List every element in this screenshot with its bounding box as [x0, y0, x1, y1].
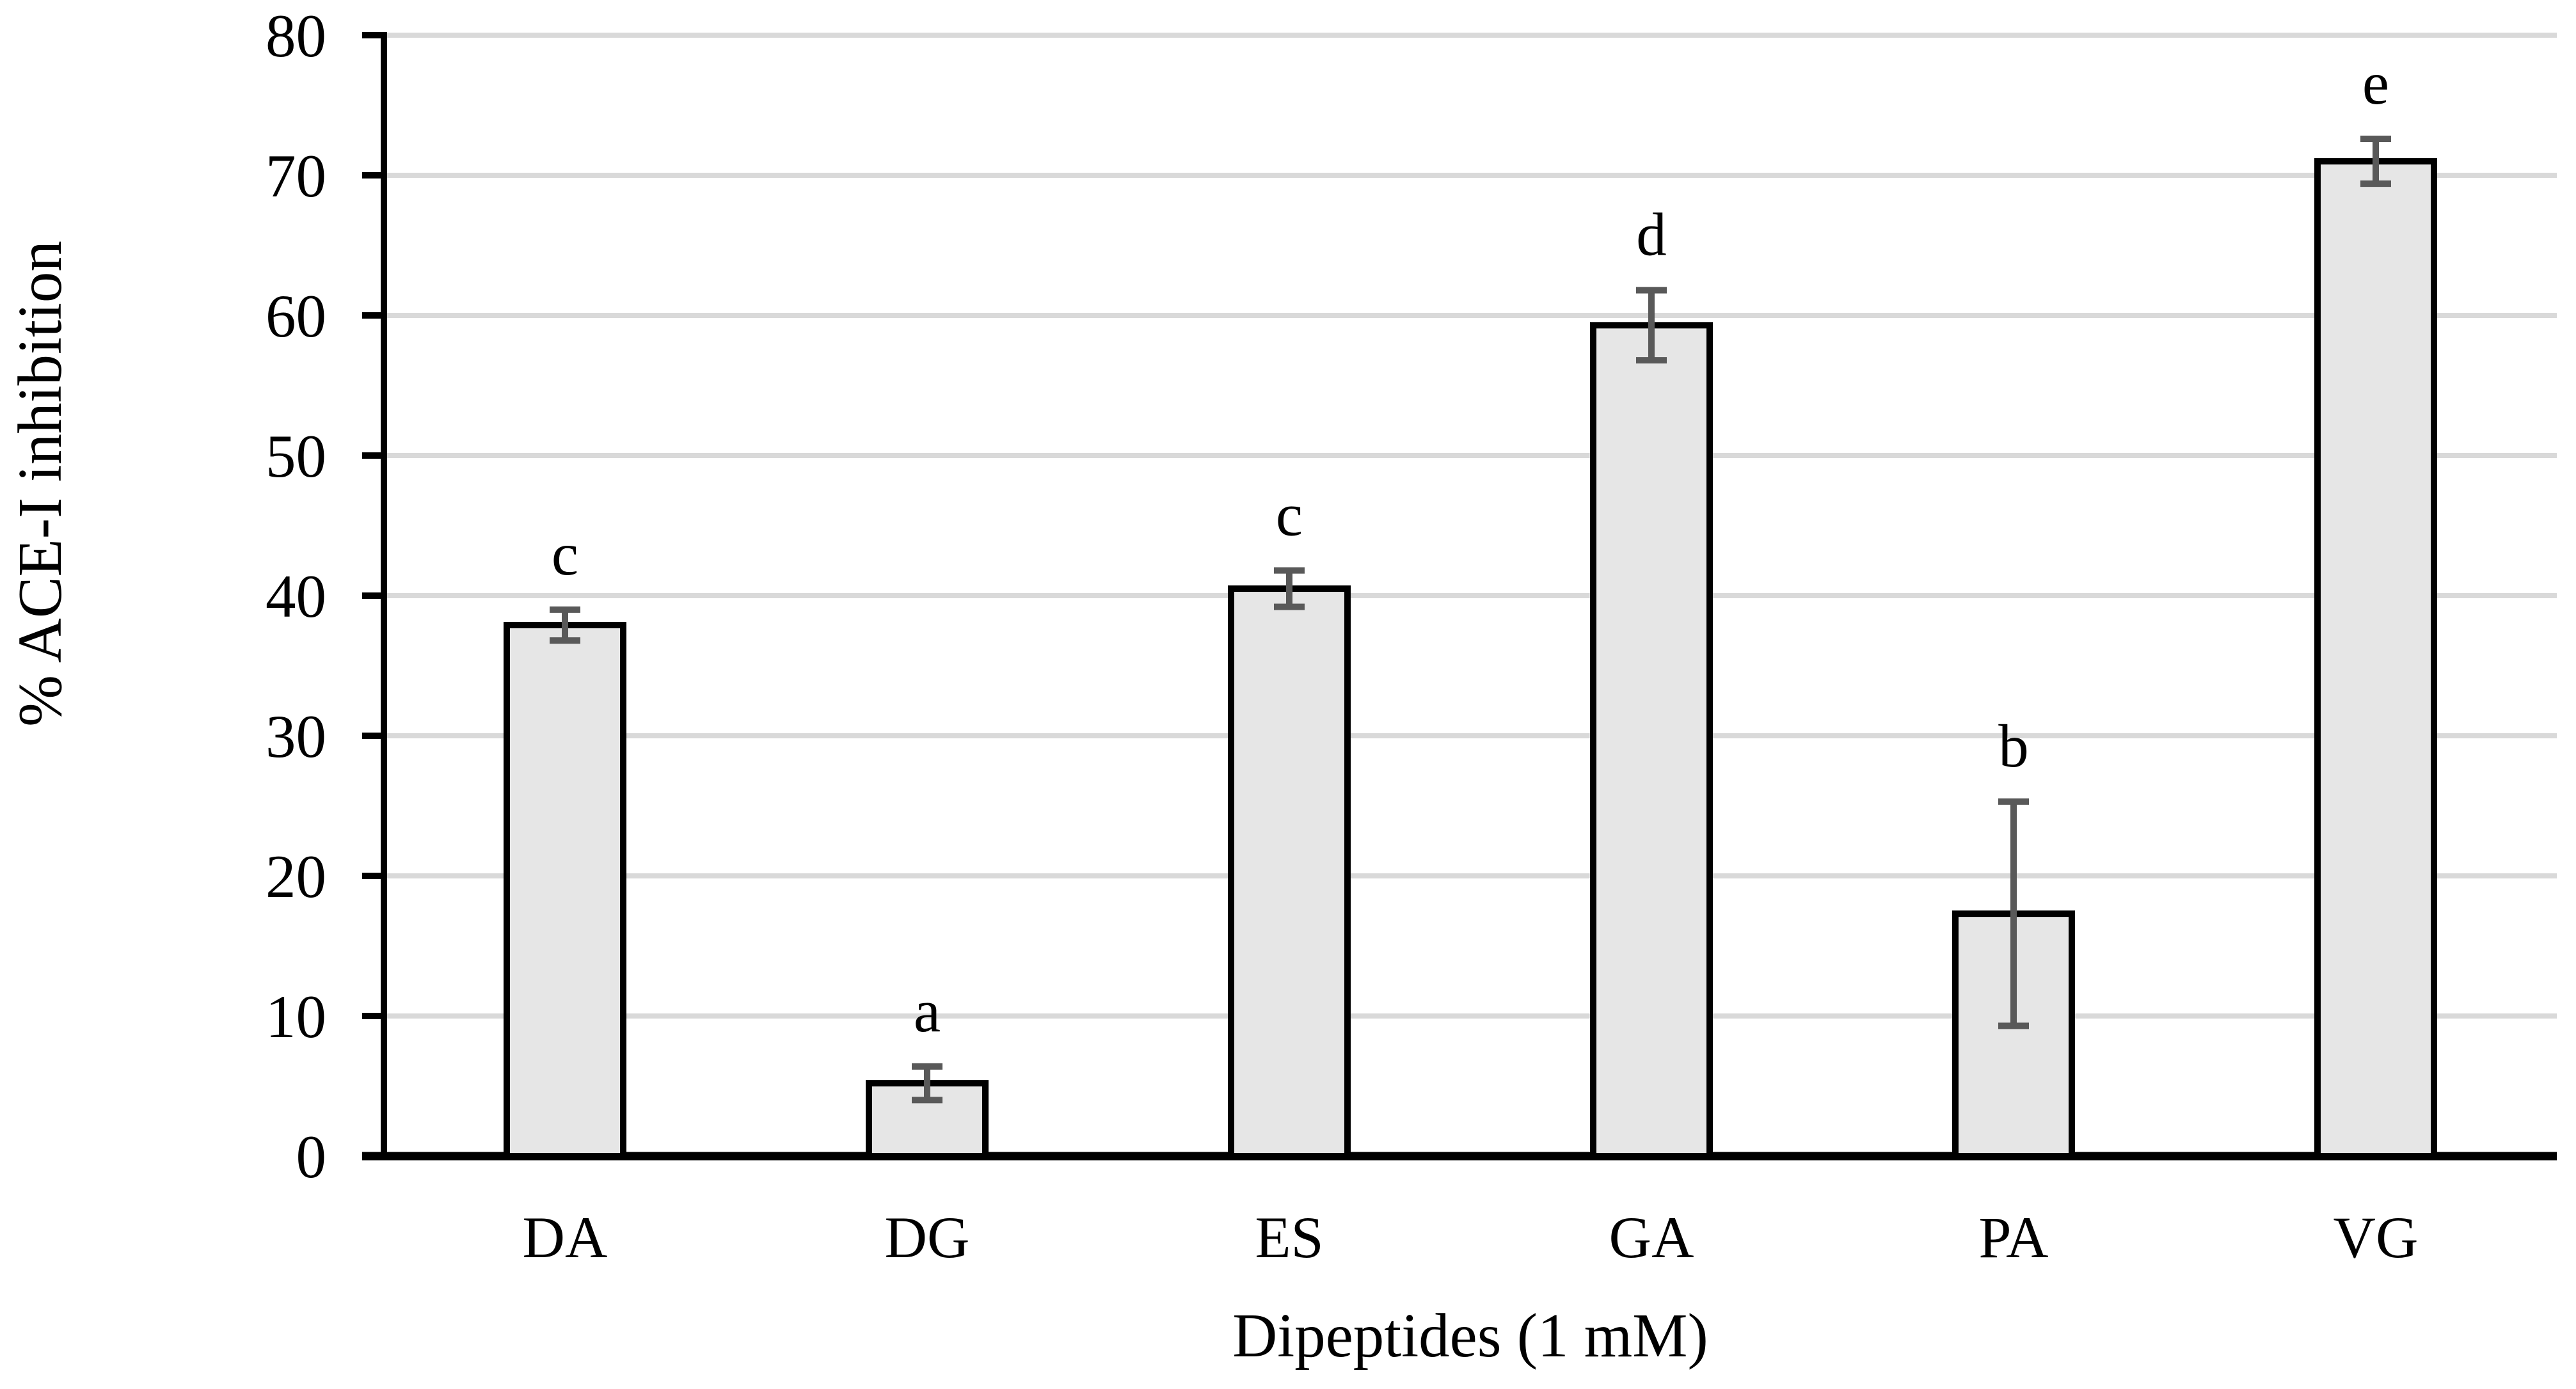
x-category-label: GA — [1609, 1205, 1694, 1270]
y-tick-label: 70 — [266, 142, 326, 210]
x-category-labels-group: DA DG ES GA PA VG — [523, 1205, 2419, 1270]
y-tick-labels-group: 0 10 20 30 40 50 60 70 80 — [266, 2, 326, 1191]
bar — [1590, 322, 1713, 1160]
significance-letter: d — [1636, 201, 1667, 269]
significance-letter: e — [2362, 49, 2389, 117]
significance-letter: b — [1998, 712, 2029, 780]
x-category-label: DG — [885, 1205, 970, 1270]
bar — [2314, 158, 2437, 1160]
x-axis-title: Dipeptides (1 mM) — [1232, 1301, 1708, 1370]
significance-letters-group: c a c d b e — [552, 49, 2389, 1045]
gridlines-group — [386, 33, 2557, 1019]
significance-letter: c — [552, 520, 578, 588]
y-tick-label: 80 — [266, 2, 326, 70]
bar — [504, 621, 626, 1159]
bar — [1228, 585, 1351, 1159]
y-tick-label: 30 — [266, 702, 326, 770]
x-category-label: ES — [1255, 1205, 1323, 1270]
bars-group — [504, 158, 2437, 1160]
x-category-label: DA — [523, 1205, 608, 1270]
y-tick-label: 20 — [266, 843, 326, 910]
y-ticks-group — [362, 32, 384, 1159]
y-axis-title: % ACE-I inhibition — [6, 241, 74, 727]
significance-letter: a — [914, 977, 941, 1045]
significance-letter: c — [1276, 481, 1303, 549]
y-tick-label: 0 — [296, 1123, 327, 1191]
error-bars-group — [550, 136, 2391, 1104]
y-tick-label: 40 — [266, 562, 326, 630]
x-category-label: VG — [2334, 1205, 2419, 1270]
y-tick-label: 10 — [266, 983, 326, 1051]
y-tick-label: 50 — [266, 422, 326, 490]
x-category-label: PA — [1978, 1205, 2048, 1270]
y-tick-label: 60 — [266, 282, 326, 350]
